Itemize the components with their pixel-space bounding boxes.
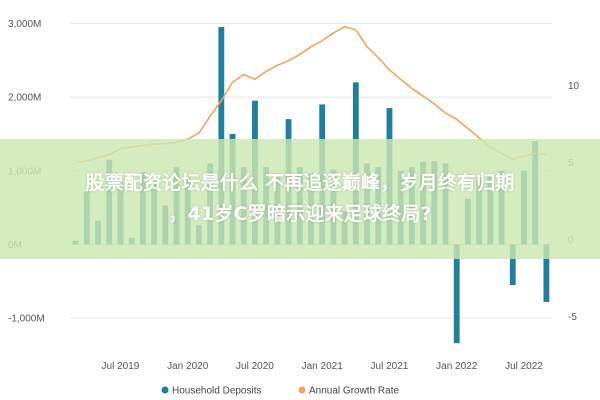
overlay-title-line-2: ，41岁C罗暗示迎来足球终局? xyxy=(168,203,432,225)
right-tick-label: 10 xyxy=(568,81,580,92)
x-tick-label: Jul 2020 xyxy=(236,361,274,372)
x-tick-label: Jan 2020 xyxy=(167,361,209,372)
x-tick-label: Jan 2021 xyxy=(302,361,344,372)
bar xyxy=(543,244,550,302)
bar xyxy=(509,244,516,285)
left-tick-label: -1,000M xyxy=(8,314,45,325)
right-tick-label: -5 xyxy=(568,312,577,323)
legend-label-household-deposits: Household Deposits xyxy=(172,386,262,397)
legend-label-annual-growth-rate: Annual Growth Rate xyxy=(309,386,399,397)
legend-marker-household-deposits xyxy=(161,386,169,394)
overlay-banner: 股票配资论坛是什么 不再追逐巅峰，岁月终有归期 ，41岁C罗暗示迎来足球终局? xyxy=(0,139,600,259)
x-tick-label: Jul 2022 xyxy=(505,361,543,372)
x-tick-label: Jan 2022 xyxy=(436,361,478,372)
x-axis-ticks: Jul 2019 Jan 2020 Jul 2020 Jan 2021 Jul 2021… xyxy=(102,361,544,372)
bar xyxy=(218,27,225,245)
x-tick-label: Jul 2021 xyxy=(371,361,409,372)
overlay-title-line-1: 股票配资论坛是什么 不再追逐巅峰，岁月终有归期 xyxy=(85,172,515,194)
legend-marker-annual-growth-rate xyxy=(298,386,306,394)
bar xyxy=(453,244,460,344)
left-tick-label: 3,000M xyxy=(8,19,41,30)
x-tick-label: Jul 2019 xyxy=(102,361,140,372)
left-tick-label: 2,000M xyxy=(8,93,41,104)
legend: Household Deposits Annual Growth Rate xyxy=(161,386,399,397)
